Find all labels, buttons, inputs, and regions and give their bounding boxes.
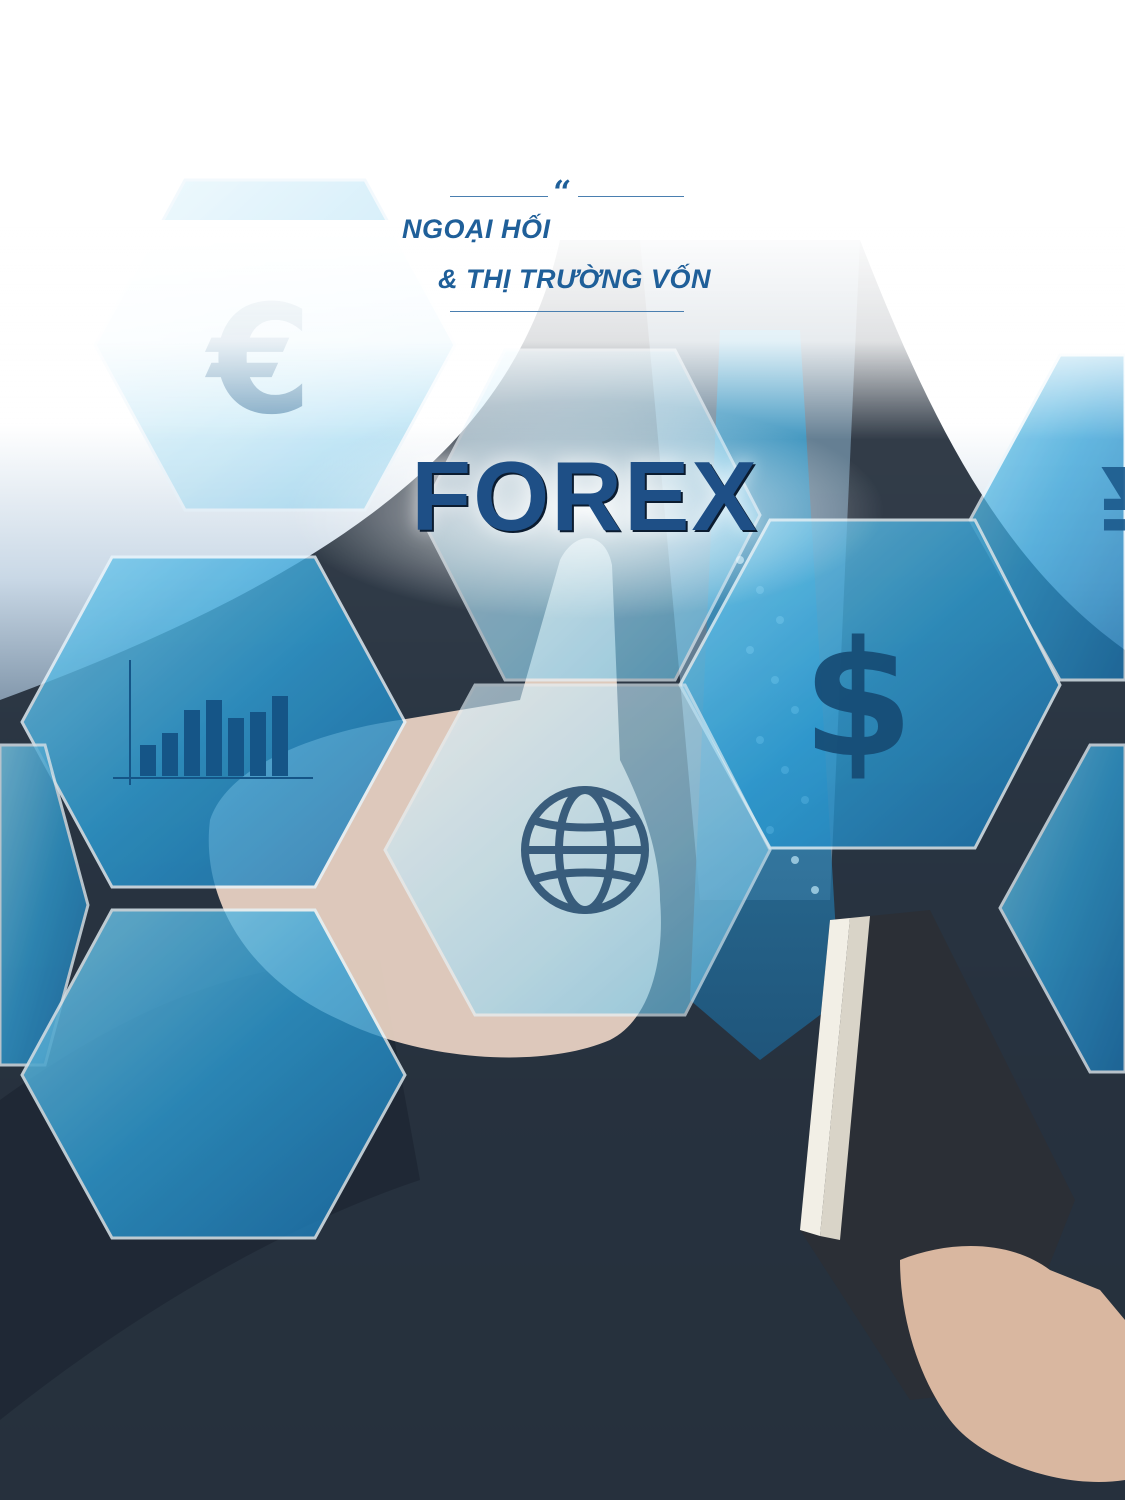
quote-icon: “ bbox=[553, 173, 572, 211]
svg-text:$: $ bbox=[802, 606, 913, 793]
bar-chart-icon bbox=[113, 660, 313, 785]
forex-label: FOREX bbox=[411, 441, 759, 551]
yen-icon: ¥ bbox=[1100, 445, 1125, 584]
top-rule-left bbox=[450, 196, 548, 197]
svg-text:¥: ¥ bbox=[1100, 445, 1125, 584]
title-line-2: & THỊ TRƯỜNG VỐN bbox=[438, 264, 711, 294]
dollar-icon: $ bbox=[802, 606, 913, 793]
globe-icon bbox=[521, 786, 649, 914]
top-rule-right bbox=[578, 196, 684, 197]
title-line-1: NGOẠI HỐI bbox=[402, 214, 551, 244]
bottom-rule bbox=[450, 311, 684, 312]
title-block: “ NGOẠI HỐI & THỊ TRƯỜNG VỐN bbox=[0, 0, 1125, 330]
